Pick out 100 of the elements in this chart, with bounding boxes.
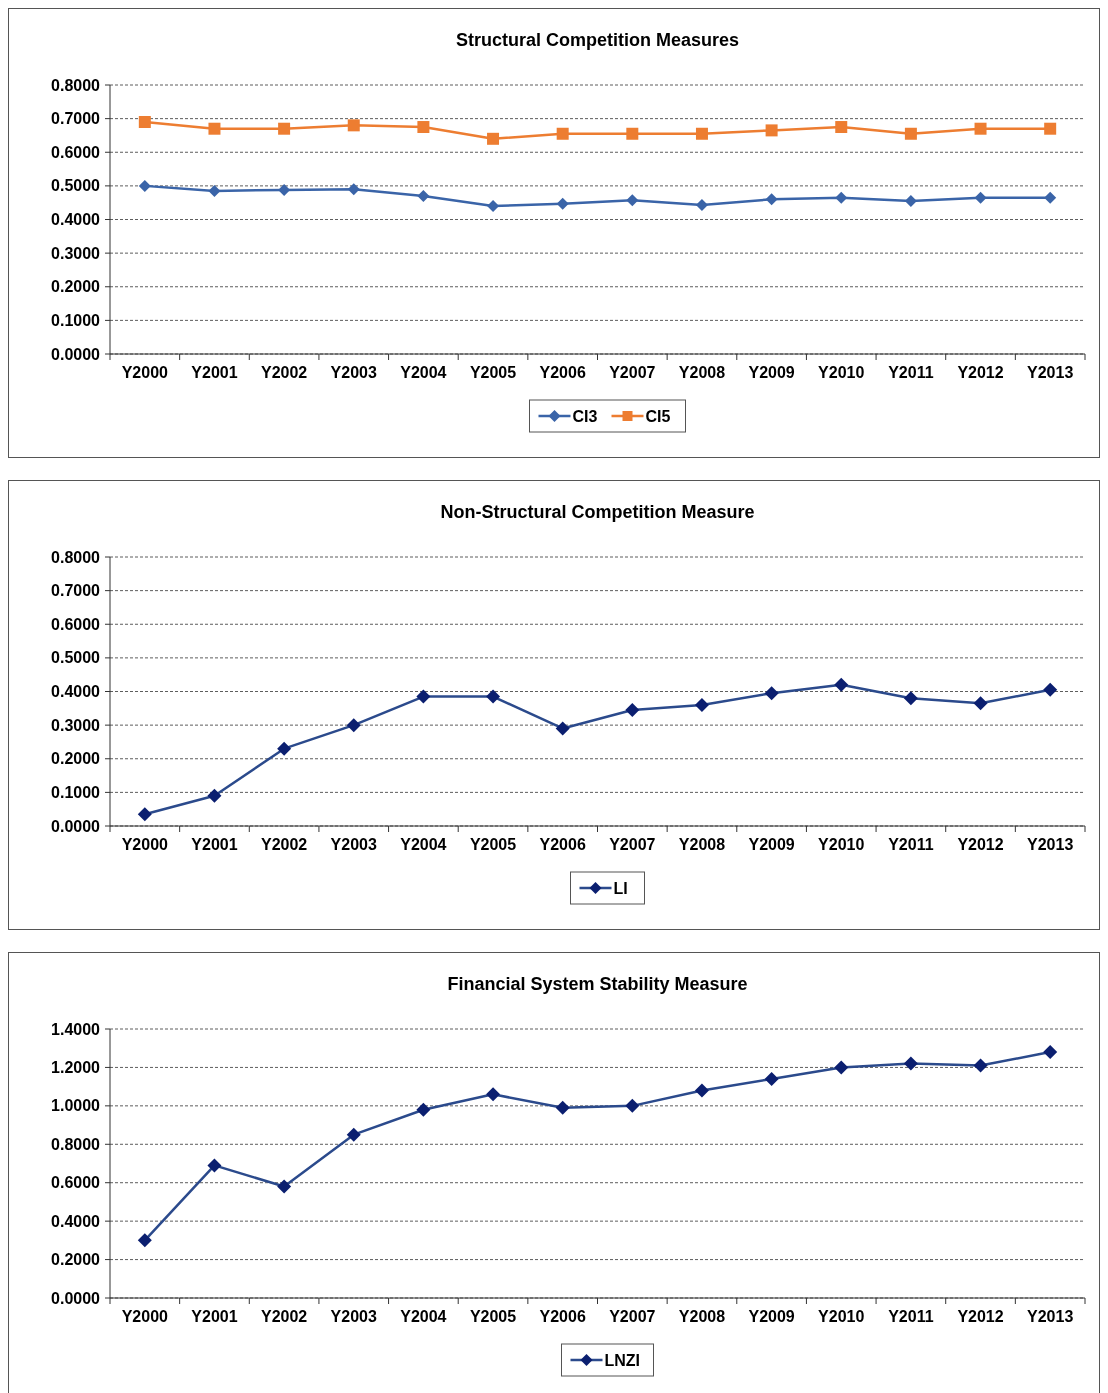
- point: [137, 1233, 152, 1248]
- point: [137, 807, 152, 822]
- x-tick-label: Y2005: [469, 1308, 517, 1325]
- chart-title: Non-Structural Competition Measure: [440, 502, 755, 522]
- x-tick-label: Y2009: [748, 836, 795, 853]
- point: [904, 127, 917, 140]
- x-tick-label: Y2005: [469, 836, 517, 853]
- point: [973, 1058, 988, 1073]
- y-tick-label: 0.3000: [51, 244, 101, 262]
- x-tick-label: Y2001: [191, 836, 238, 853]
- x-tick-label: Y2000: [121, 836, 169, 853]
- y-tick-label: 0.1000: [51, 311, 101, 329]
- x-tick-label: Y2003: [330, 1308, 377, 1325]
- x-tick-label: Y2001: [191, 364, 238, 381]
- point: [765, 124, 778, 137]
- x-tick-label: Y2002: [260, 364, 308, 381]
- y-tick-label: 0.6000: [51, 1174, 101, 1192]
- x-tick-label: Y2012: [957, 836, 1004, 853]
- point: [207, 1158, 222, 1173]
- y-tick-label: 0.4000: [51, 1212, 101, 1230]
- y-tick-label: 0.7000: [51, 582, 101, 600]
- y-tick-label: 0.8000: [51, 1135, 101, 1153]
- point: [834, 677, 849, 692]
- point: [626, 194, 639, 207]
- y-tick-label: 0.6000: [51, 615, 101, 633]
- legend-label: CI3: [572, 407, 598, 425]
- point: [1043, 682, 1058, 697]
- point: [208, 184, 221, 197]
- x-tick-label: Y2006: [539, 836, 586, 853]
- point: [903, 1056, 918, 1071]
- point: [347, 119, 360, 132]
- x-tick-label: Y2013: [1027, 364, 1074, 381]
- point: [278, 122, 291, 135]
- point: [1043, 1045, 1058, 1060]
- point: [416, 1102, 431, 1117]
- y-tick-label: 0.3000: [51, 716, 101, 734]
- y-tick-label: 0.4000: [51, 683, 101, 701]
- x-tick-label: Y2006: [539, 1308, 586, 1325]
- y-tick-label: 1.4000: [51, 1020, 101, 1038]
- y-tick-label: 1.2000: [51, 1059, 101, 1077]
- point: [625, 702, 640, 717]
- point: [417, 189, 430, 202]
- point: [486, 689, 501, 704]
- point: [626, 127, 639, 140]
- point: [974, 122, 987, 135]
- y-tick-label: 0.8000: [51, 548, 101, 566]
- point: [346, 1127, 361, 1142]
- x-tick-label: Y2004: [400, 1308, 447, 1325]
- point: [277, 741, 292, 756]
- point: [695, 199, 708, 212]
- x-tick-label: Y2005: [469, 364, 517, 381]
- x-tick-label: Y2007: [609, 364, 656, 381]
- x-tick-label: Y2007: [609, 836, 656, 853]
- x-tick-label: Y2010: [818, 1308, 865, 1325]
- x-tick-label: Y2010: [818, 364, 865, 381]
- point: [487, 132, 500, 145]
- y-tick-label: 0.0000: [51, 345, 101, 363]
- legend-label: LI: [613, 879, 628, 897]
- point: [138, 115, 151, 128]
- point: [416, 689, 431, 704]
- point: [764, 1071, 779, 1086]
- chart-title: Financial System Stability Measure: [447, 974, 748, 994]
- x-tick-label: Y2008: [678, 836, 726, 853]
- x-tick-label: Y2011: [888, 1308, 934, 1325]
- x-tick-label: Y2003: [330, 836, 377, 853]
- point: [1044, 122, 1057, 135]
- y-tick-label: 0.8000: [51, 76, 101, 94]
- y-tick-label: 0.2000: [51, 750, 101, 768]
- point: [694, 697, 709, 712]
- point: [694, 1083, 709, 1098]
- x-tick-label: Y2007: [609, 1308, 656, 1325]
- y-tick-label: 0.7000: [51, 110, 101, 128]
- point: [556, 197, 569, 210]
- legend-label: LNZI: [604, 1351, 641, 1369]
- x-tick-label: Y2010: [818, 836, 865, 853]
- x-tick-label: Y2001: [191, 1308, 238, 1325]
- x-tick-label: Y2004: [400, 836, 447, 853]
- y-tick-label: 0.5000: [51, 649, 101, 667]
- x-tick-label: Y2013: [1027, 1308, 1074, 1325]
- point: [207, 788, 222, 803]
- point: [555, 1100, 570, 1115]
- y-tick-label: 0.2000: [51, 1251, 101, 1269]
- legend-label: CI5: [645, 407, 671, 425]
- point: [277, 1179, 292, 1194]
- point: [835, 191, 848, 204]
- x-tick-label: Y2013: [1027, 836, 1074, 853]
- point: [347, 183, 360, 196]
- x-tick-label: Y2009: [748, 1308, 795, 1325]
- x-tick-label: Y2008: [678, 364, 726, 381]
- x-tick-label: Y2012: [957, 364, 1004, 381]
- y-tick-label: 0.5000: [51, 177, 101, 195]
- point: [208, 122, 221, 135]
- x-tick-label: Y2012: [957, 1308, 1004, 1325]
- y-tick-label: 0.6000: [51, 143, 101, 161]
- point: [903, 691, 918, 706]
- point: [555, 721, 570, 736]
- point: [346, 718, 361, 733]
- x-tick-label: Y2004: [400, 364, 447, 381]
- point: [973, 696, 988, 711]
- x-tick-label: Y2002: [260, 836, 308, 853]
